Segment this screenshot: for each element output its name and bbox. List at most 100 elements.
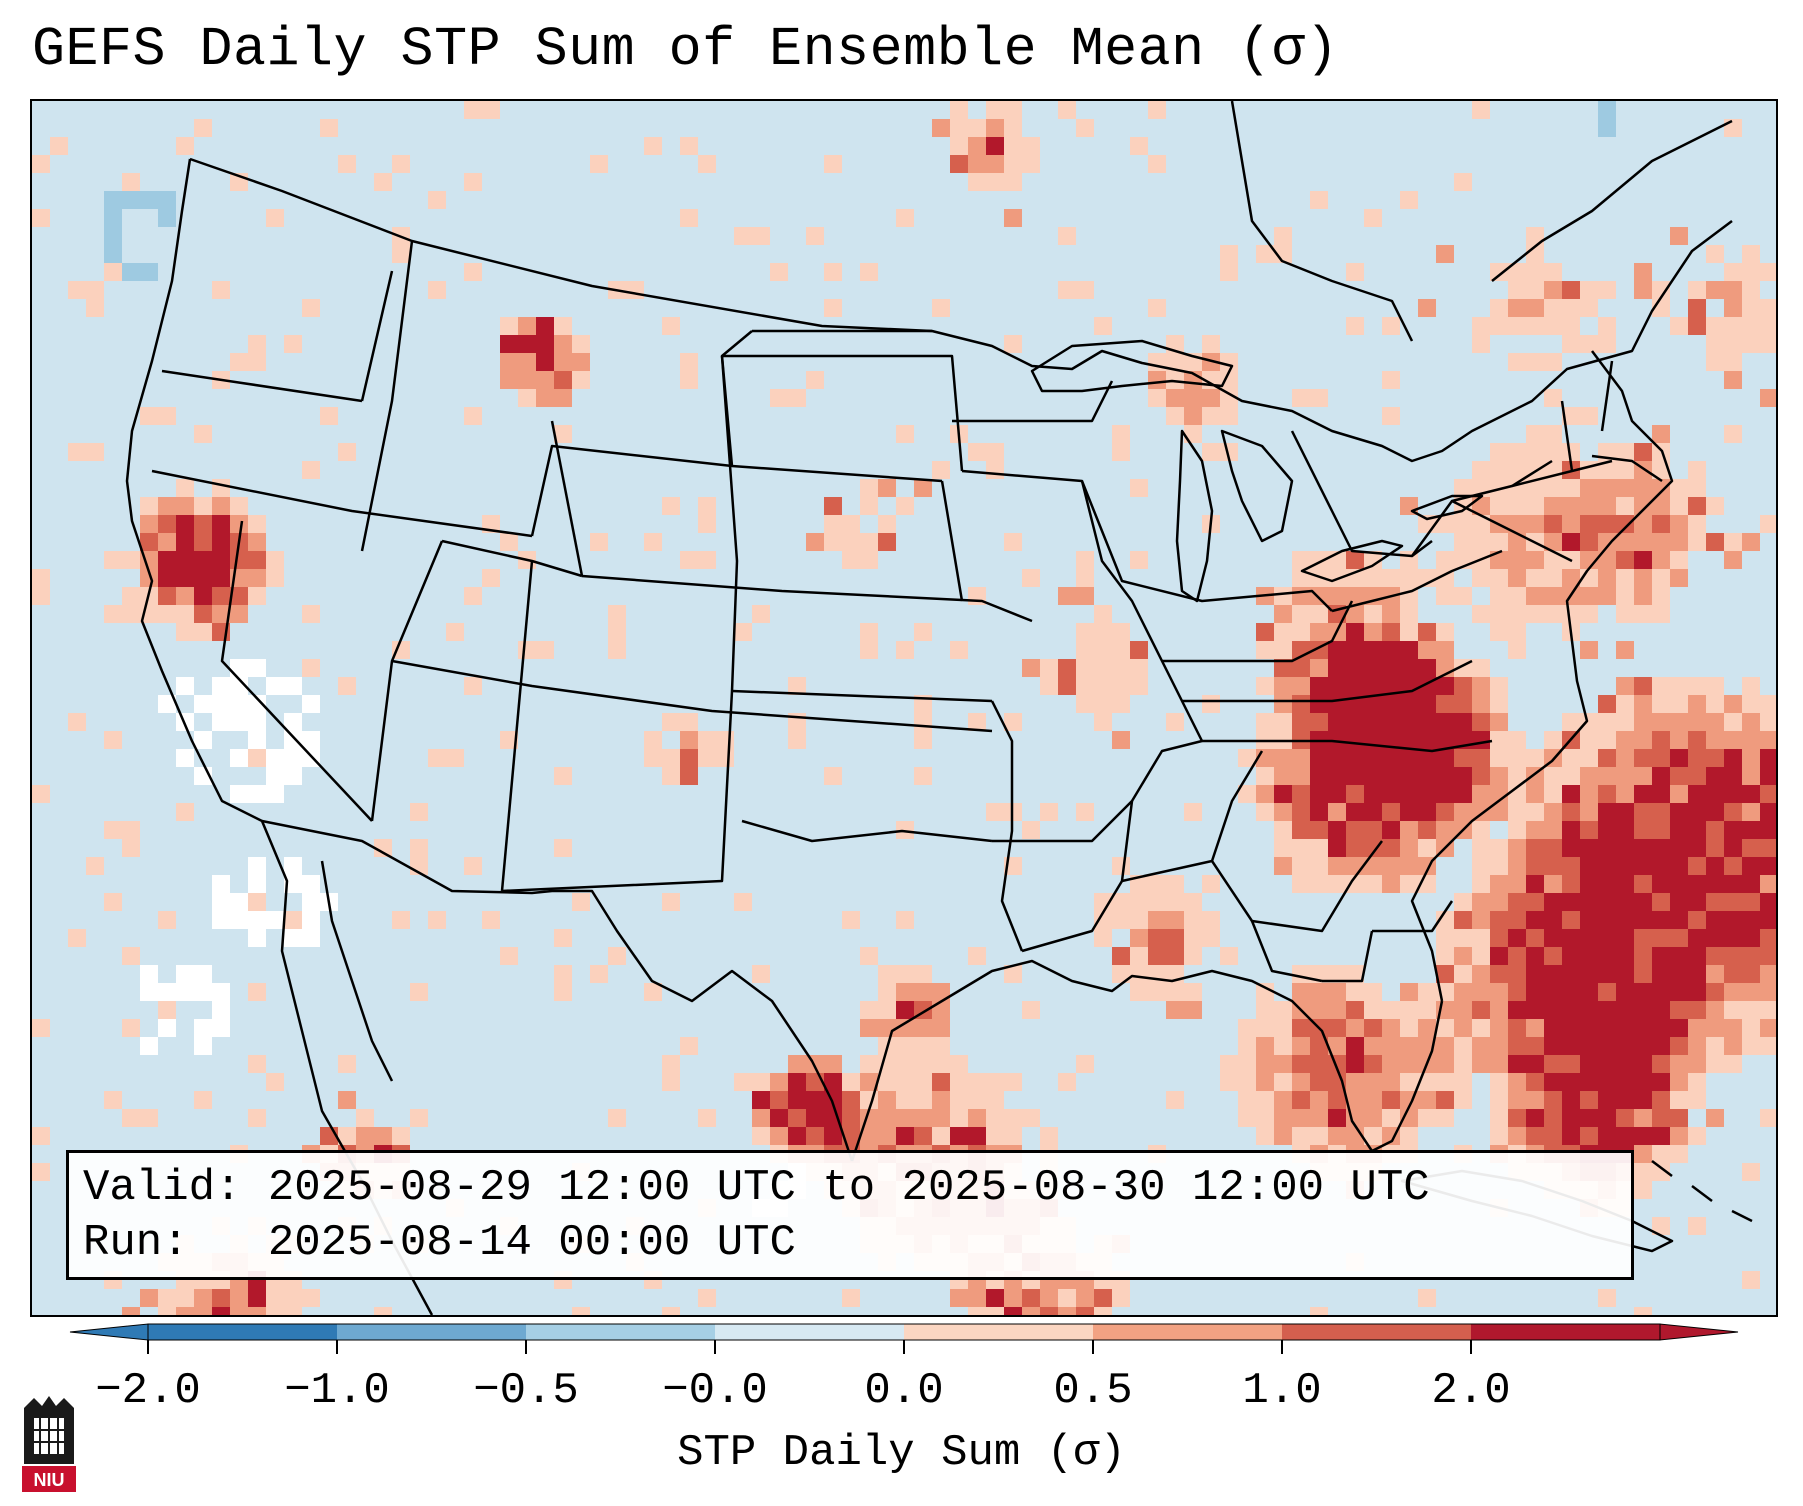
stp-cell [1238, 1019, 1256, 1037]
stp-cell [1472, 1019, 1490, 1037]
stp-cell [1364, 749, 1382, 767]
stp-cell [176, 1289, 194, 1307]
colorbar-ticks [147, 1340, 1472, 1354]
stp-cell [1076, 587, 1094, 605]
stp-cell [1490, 551, 1508, 569]
stp-cell [644, 137, 662, 155]
stp-cell [212, 479, 230, 497]
stp-cell [1508, 281, 1526, 299]
stp-cell [1148, 929, 1166, 947]
stp-cell [428, 191, 446, 209]
stp-cell [464, 677, 482, 695]
stp-cell [1526, 227, 1544, 245]
stp-cell [1670, 875, 1688, 893]
stp-cell [338, 1055, 356, 1073]
stp-cell [1274, 623, 1292, 641]
stp-cell [1688, 1091, 1706, 1109]
stp-cell [194, 1307, 212, 1315]
stp-cell [1562, 299, 1580, 317]
stp-cell [1652, 1073, 1670, 1091]
stp-cell [1706, 875, 1724, 893]
stp-cell [1004, 533, 1022, 551]
stp-cell [1580, 1037, 1598, 1055]
stp-cell [1184, 983, 1202, 1001]
stp-cell [1076, 569, 1094, 587]
stp-cell [1544, 893, 1562, 911]
stp-cell [1526, 443, 1544, 461]
stp-cell [194, 497, 212, 515]
stp-cell [1598, 1001, 1616, 1019]
stp-cell [968, 1109, 986, 1127]
stp-cell [1310, 983, 1328, 1001]
stp-cell [1256, 677, 1274, 695]
stp-cell [1526, 1109, 1544, 1127]
stp-cell [842, 911, 860, 929]
stp-cell [1346, 1091, 1364, 1109]
stp-cell [1310, 623, 1328, 641]
stp-cell [914, 983, 932, 1001]
stp-cell [1238, 1055, 1256, 1073]
stp-cell [1436, 1073, 1454, 1091]
stp-cell [1364, 605, 1382, 623]
stp-cell [1436, 947, 1454, 965]
stp-cell [1580, 713, 1598, 731]
stp-cell [1544, 425, 1562, 443]
stp-cell [212, 1307, 230, 1315]
stp-cell [1094, 677, 1112, 695]
stp-cell [1274, 1037, 1292, 1055]
stp-cell [680, 1037, 698, 1055]
stp-cell [1670, 569, 1688, 587]
stp-cell [1634, 1163, 1652, 1181]
stp-cell [500, 353, 518, 371]
stp-cell [1598, 857, 1616, 875]
stp-cell [1508, 461, 1526, 479]
stp-cell [1310, 1037, 1328, 1055]
stp-cell [1742, 875, 1760, 893]
stp-cell [1346, 1073, 1364, 1091]
stp-cell [212, 497, 230, 515]
stp-cell [1400, 1037, 1418, 1055]
stp-cell [1256, 623, 1274, 641]
stp-cell [896, 1073, 914, 1091]
stp-cell [1274, 695, 1292, 713]
stp-cell [248, 893, 266, 911]
stp-cell [464, 173, 482, 191]
stp-cell [1634, 839, 1652, 857]
stp-cell [1724, 983, 1742, 1001]
stp-cell [1616, 857, 1634, 875]
stp-cell [212, 587, 230, 605]
valid-value: 2025-08-29 12:00 UTC to 2025-08-30 12:00… [267, 1163, 1430, 1213]
stp-cell [194, 425, 212, 443]
stp-cell [1418, 1019, 1436, 1037]
stp-cell [212, 533, 230, 551]
stp-cell [1742, 767, 1760, 785]
stp-cell [122, 1307, 140, 1315]
stp-cell [1364, 785, 1382, 803]
stp-cell [1094, 641, 1112, 659]
stp-cell [1724, 299, 1742, 317]
stp-cell [1328, 659, 1346, 677]
stp-cell [1688, 911, 1706, 929]
stp-cell [986, 137, 1004, 155]
stp-cell [1562, 857, 1580, 875]
stp-map [32, 101, 1776, 1315]
stp-cell [1436, 785, 1454, 803]
stp-cell [1526, 929, 1544, 947]
stp-cell [914, 623, 932, 641]
stp-cell [1076, 1307, 1094, 1315]
stp-cell [1724, 281, 1742, 299]
run-label: Run: [83, 1218, 189, 1268]
stp-cell [914, 1055, 932, 1073]
stp-cell [464, 857, 482, 875]
stp-cell [1562, 281, 1580, 299]
stp-cell [284, 749, 302, 767]
stp-cell [1652, 911, 1670, 929]
stp-cell [482, 101, 500, 119]
stp-cell [1562, 479, 1580, 497]
stp-cell [212, 281, 230, 299]
stp-cell [878, 515, 896, 533]
stp-cell [662, 1073, 680, 1091]
stp-cell [1544, 605, 1562, 623]
stp-cell [1634, 929, 1652, 947]
stp-cell [662, 1307, 680, 1315]
